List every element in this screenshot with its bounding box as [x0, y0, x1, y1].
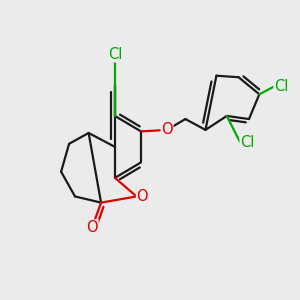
Text: O: O [136, 189, 148, 204]
Text: Cl: Cl [108, 47, 122, 62]
Text: O: O [161, 122, 173, 137]
Text: Cl: Cl [240, 135, 254, 150]
Text: O: O [86, 220, 98, 235]
Text: Cl: Cl [274, 79, 289, 94]
